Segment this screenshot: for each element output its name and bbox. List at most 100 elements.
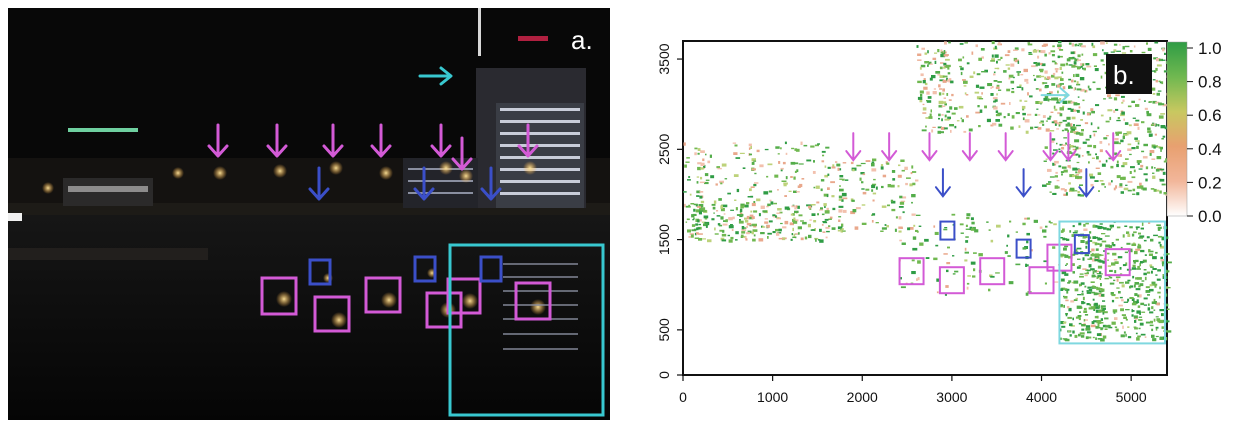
- heat-cell: [809, 208, 812, 210]
- heat-cell: [1008, 281, 1014, 285]
- heat-cell: [1157, 124, 1160, 127]
- heat-cell: [712, 206, 716, 210]
- heat-cell: [838, 199, 842, 201]
- heat-cell: [973, 71, 976, 75]
- heat-cell: [1060, 230, 1064, 233]
- heat-cell: [1056, 128, 1059, 130]
- heat-cell: [1025, 264, 1029, 267]
- heat-cell: [966, 217, 970, 220]
- magenta-arrow: [207, 123, 229, 158]
- heat-cell: [895, 216, 898, 219]
- heat-cell: [1061, 270, 1064, 275]
- heat-cell: [1049, 222, 1053, 224]
- heat-cell: [1083, 307, 1087, 311]
- heat-cell: [795, 233, 798, 235]
- heat-cell: [1061, 254, 1067, 257]
- heat-cell: [837, 226, 843, 230]
- heat-cell: [931, 75, 936, 79]
- heat-cell: [1068, 57, 1074, 60]
- heat-cell: [971, 221, 975, 225]
- heat-cell: [1107, 94, 1111, 98]
- heat-cell: [1022, 247, 1027, 250]
- heat-cell: [1135, 104, 1140, 107]
- heat-cell: [926, 100, 932, 103]
- heat-cell: [994, 54, 999, 58]
- heat-cell: [810, 204, 816, 206]
- heat-cell: [1152, 100, 1157, 104]
- heat-cell: [1043, 97, 1048, 101]
- heat-cell: [871, 184, 876, 189]
- heat-cell: [1122, 46, 1125, 50]
- heat-cell: [1038, 114, 1041, 116]
- heat-cell: [1068, 78, 1071, 81]
- heat-cell: [1146, 113, 1152, 117]
- heat-cell: [1061, 129, 1065, 132]
- heat-cell: [1079, 273, 1084, 275]
- heat-cell: [984, 69, 988, 73]
- heat-cell: [1063, 338, 1067, 341]
- heat-cell: [1054, 108, 1058, 111]
- heat-cell: [1116, 175, 1121, 179]
- heat-cell: [1123, 118, 1125, 121]
- heat-cell: [900, 159, 905, 162]
- heat-cell: [1097, 338, 1103, 340]
- heat-cell: [961, 119, 964, 123]
- heat-cell: [1113, 279, 1116, 282]
- heat-cell: [1090, 306, 1096, 310]
- heat-cell: [887, 204, 890, 207]
- heat-cell: [1073, 124, 1075, 127]
- heat-cell: [1084, 314, 1089, 316]
- heat-cell: [1077, 66, 1081, 70]
- heat-cell: [794, 207, 797, 210]
- heat-cell: [990, 275, 995, 278]
- heat-cell: [1077, 258, 1081, 260]
- heat-cell: [759, 164, 764, 168]
- heat-cell: [1051, 60, 1056, 63]
- heat-cell: [1129, 285, 1134, 288]
- heat-cell: [996, 93, 998, 96]
- heat-cell: [1121, 95, 1125, 98]
- y-tick-label: 0: [656, 371, 672, 379]
- heat-cell: [696, 190, 701, 194]
- heat-cell: [838, 195, 843, 199]
- heat-cell: [836, 163, 841, 167]
- heat-cell: [694, 232, 697, 236]
- heat-cell: [793, 162, 799, 165]
- heat-cell: [1101, 240, 1107, 243]
- heat-cell: [1094, 236, 1098, 239]
- heat-cell: [1162, 48, 1165, 52]
- heat-cell: [1100, 310, 1105, 313]
- heat-cell: [994, 45, 997, 49]
- heat-cell: [1154, 285, 1157, 288]
- heat-cell: [956, 120, 960, 122]
- heat-cell: [820, 179, 825, 182]
- heat-cell: [1081, 301, 1084, 305]
- heat-cell: [1122, 325, 1124, 329]
- heat-cell: [1156, 278, 1161, 281]
- heat-cell: [934, 60, 937, 64]
- heat-cell: [1116, 226, 1121, 229]
- heat-cell: [929, 113, 932, 117]
- heat-cell: [1091, 321, 1095, 324]
- heat-cell: [952, 273, 956, 275]
- heat-cell: [823, 193, 829, 197]
- heat-cell: [1149, 311, 1154, 314]
- heat-cell: [1108, 326, 1113, 329]
- heat-cell: [1161, 81, 1164, 85]
- heat-cell: [1163, 192, 1167, 195]
- heat-cell: [1000, 102, 1006, 105]
- heat-cell: [1135, 140, 1140, 142]
- heat-cell: [814, 228, 816, 232]
- magenta-arrow: [430, 123, 452, 158]
- heat-cell: [1050, 50, 1056, 53]
- heat-cell: [1070, 130, 1076, 133]
- heat-cell: [1160, 259, 1164, 262]
- heat-cell: [850, 161, 854, 165]
- heat-cell: [699, 191, 704, 193]
- heat-cell: [1059, 49, 1064, 51]
- heat-cell: [1152, 79, 1156, 81]
- heat-cell: [1100, 338, 1105, 342]
- heat-cell: [777, 189, 779, 191]
- heat-cell: [1086, 291, 1092, 294]
